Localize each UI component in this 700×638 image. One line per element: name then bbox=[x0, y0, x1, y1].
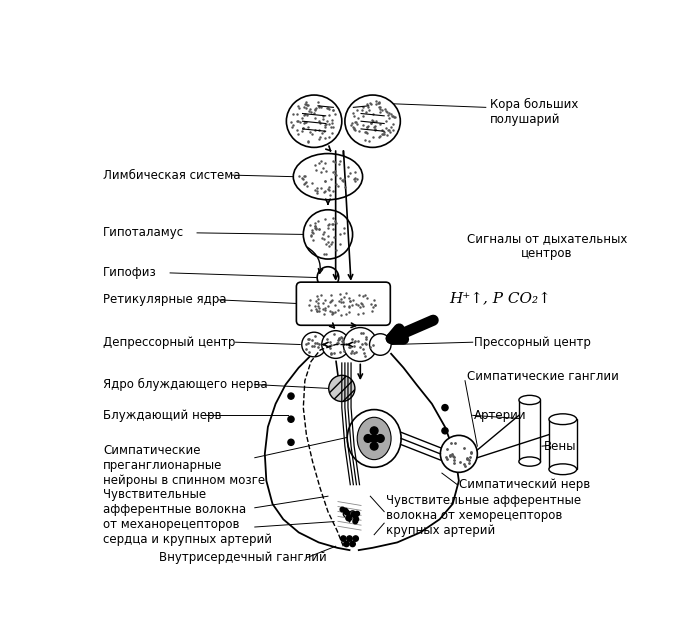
Circle shape bbox=[351, 512, 356, 517]
Circle shape bbox=[346, 536, 352, 541]
Text: Симпатические
преганглионарные
нейроны в спинном мозге: Симпатические преганглионарные нейроны в… bbox=[103, 444, 265, 487]
Circle shape bbox=[370, 434, 378, 442]
Text: Чувствительные
афферентные волокна
от механорецепторов
сердца и крупных артерий: Чувствительные афферентные волокна от ме… bbox=[103, 488, 272, 546]
Circle shape bbox=[355, 511, 360, 516]
Circle shape bbox=[353, 519, 358, 524]
Circle shape bbox=[341, 536, 346, 541]
Ellipse shape bbox=[293, 154, 363, 200]
Circle shape bbox=[302, 332, 326, 357]
Polygon shape bbox=[343, 511, 356, 522]
Text: Артерии: Артерии bbox=[475, 409, 527, 422]
Circle shape bbox=[364, 434, 372, 442]
Text: Ядро блуждающего нерва: Ядро блуждающего нерва bbox=[103, 378, 267, 391]
Circle shape bbox=[288, 393, 294, 399]
Circle shape bbox=[351, 512, 356, 517]
Ellipse shape bbox=[519, 457, 540, 466]
Text: Ретикулярные ядра: Ретикулярные ядра bbox=[103, 293, 227, 306]
Circle shape bbox=[347, 515, 351, 519]
Circle shape bbox=[350, 541, 356, 547]
Circle shape bbox=[370, 427, 378, 434]
Circle shape bbox=[343, 508, 348, 513]
Ellipse shape bbox=[549, 414, 577, 425]
Ellipse shape bbox=[345, 95, 400, 147]
Circle shape bbox=[288, 439, 294, 445]
Circle shape bbox=[354, 517, 358, 521]
Circle shape bbox=[288, 416, 294, 422]
Bar bbox=[549, 419, 577, 470]
Text: Симпатический нерв: Симпатический нерв bbox=[459, 478, 590, 491]
Ellipse shape bbox=[286, 95, 342, 147]
Text: Кора больших
полушарий: Кора больших полушарий bbox=[490, 98, 578, 126]
Circle shape bbox=[322, 330, 349, 359]
Text: Симпатические ганглии: Симпатические ганглии bbox=[466, 371, 618, 383]
Ellipse shape bbox=[549, 464, 577, 475]
Circle shape bbox=[442, 404, 448, 411]
Text: Сигналы от дыхательных
центров: Сигналы от дыхательных центров bbox=[466, 232, 627, 260]
Circle shape bbox=[353, 514, 358, 518]
Bar bbox=[519, 400, 540, 461]
Text: H⁺↑, ​P CO₂↑: H⁺↑, ​P CO₂↑ bbox=[449, 292, 552, 306]
Circle shape bbox=[440, 435, 477, 472]
Circle shape bbox=[370, 334, 391, 355]
Circle shape bbox=[344, 541, 349, 547]
Text: Внутрисердечный ганглий: Внутрисердечный ганглий bbox=[160, 551, 327, 564]
Circle shape bbox=[329, 375, 355, 401]
Ellipse shape bbox=[357, 417, 391, 459]
Text: Гипоталамус: Гипоталамус bbox=[103, 226, 184, 239]
Circle shape bbox=[346, 516, 351, 521]
Text: Вены: Вены bbox=[543, 440, 576, 452]
Circle shape bbox=[345, 510, 349, 515]
Circle shape bbox=[317, 267, 339, 288]
Text: Депрессорный центр: Депрессорный центр bbox=[103, 336, 235, 349]
Text: Гипофиз: Гипофиз bbox=[103, 267, 157, 279]
Ellipse shape bbox=[519, 396, 540, 404]
Ellipse shape bbox=[347, 410, 401, 467]
Text: Прессорный центр: Прессорный центр bbox=[475, 336, 591, 349]
Circle shape bbox=[340, 507, 345, 512]
Circle shape bbox=[442, 427, 448, 434]
Text: Лимбическая система: Лимбическая система bbox=[103, 168, 241, 182]
Circle shape bbox=[344, 510, 349, 514]
Text: Блуждающий нерв: Блуждающий нерв bbox=[103, 409, 222, 422]
Circle shape bbox=[353, 536, 358, 541]
Circle shape bbox=[303, 210, 353, 259]
Text: Чувствительные афферентные
волокна от хеморецепторов
крупных артерий: Чувствительные афферентные волокна от хе… bbox=[386, 494, 581, 537]
Circle shape bbox=[370, 442, 378, 450]
FancyBboxPatch shape bbox=[296, 282, 391, 325]
Circle shape bbox=[343, 327, 377, 362]
Circle shape bbox=[377, 434, 384, 442]
